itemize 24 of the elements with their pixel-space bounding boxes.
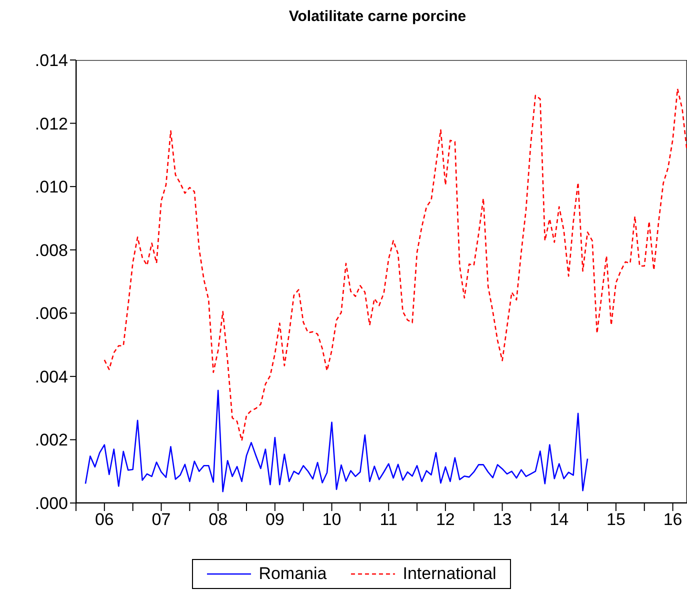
line-series <box>84 390 588 492</box>
y-tick-label: .008 <box>34 240 68 260</box>
legend-label: International <box>402 564 496 584</box>
y-tick-label: .000 <box>34 494 68 514</box>
y-tick-label: .002 <box>34 430 68 450</box>
x-tick-label: 12 <box>436 510 455 530</box>
y-tick-label: .010 <box>34 178 68 197</box>
y-tick-label: .004 <box>34 367 68 386</box>
x-tick-label: 08 <box>208 510 228 530</box>
x-tick-label: 16 <box>663 510 682 530</box>
y-tick-label: .014 <box>34 51 68 70</box>
x-tick-label: 13 <box>492 510 512 530</box>
chart-title: Volatilitate carne porcine <box>288 8 468 27</box>
x-tick-label: 06 <box>94 510 114 530</box>
legend-label: Romania <box>258 564 327 584</box>
x-tick-label: 15 <box>606 510 626 530</box>
x-tick-label: 14 <box>550 510 569 530</box>
y-tick-label: .006 <box>34 304 68 324</box>
x-tick-label: 09 <box>265 510 284 530</box>
x-tick-label: 10 <box>322 510 342 530</box>
x-tick-label: 11 <box>380 510 398 530</box>
y-tick-label: .012 <box>34 114 68 134</box>
x-tick-label: 07 <box>152 510 171 530</box>
line-series <box>104 88 687 442</box>
